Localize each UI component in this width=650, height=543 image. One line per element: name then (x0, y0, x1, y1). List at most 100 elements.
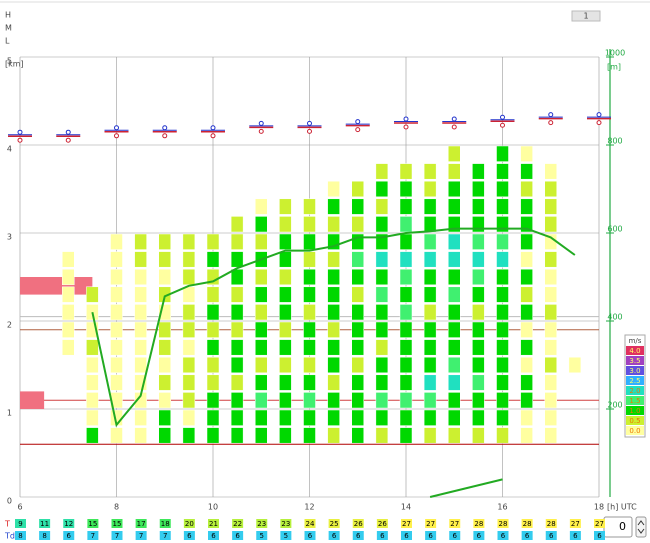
y2-tick-label: 600 (607, 225, 622, 234)
obs-box (449, 519, 461, 528)
wind-cell (496, 427, 509, 444)
wind-cell (544, 339, 557, 356)
cloud-base-dot (307, 128, 312, 134)
wind-cell (351, 409, 364, 426)
obs-box (545, 531, 557, 540)
wind-cell (399, 427, 413, 444)
wind-cell (206, 233, 220, 250)
wind-cell (399, 163, 413, 180)
obs-box (280, 519, 292, 528)
wind-cell (423, 392, 437, 409)
obs-value: 20 (185, 520, 194, 528)
wind-cell (62, 304, 75, 321)
obs-box (159, 519, 171, 528)
wind-cell (255, 321, 268, 338)
wind-cell (472, 251, 485, 268)
cloud-base-marker (104, 125, 129, 139)
obs-box (521, 519, 533, 528)
wind-cell (423, 304, 437, 321)
x-tick-label: 10 (208, 503, 218, 512)
wind-cell (423, 268, 437, 286)
wind-cell (351, 286, 364, 303)
wind-cell (279, 409, 292, 426)
obs-box (183, 531, 195, 540)
wind-cell (255, 198, 268, 215)
wind-cell (158, 251, 171, 268)
wind-cell (375, 409, 389, 426)
x-unit: [h] UTC (607, 503, 637, 512)
obs-value: 6 (549, 532, 554, 540)
page-button[interactable] (571, 10, 601, 22)
side-label: H (5, 11, 11, 20)
wind-cell (255, 304, 268, 321)
wind-cell (110, 339, 123, 356)
wind-cell (399, 286, 413, 303)
wind-cell (62, 339, 75, 356)
boundary-layer-line (91, 227, 576, 428)
wind-cell (230, 409, 244, 426)
obs-value: 8 (18, 532, 22, 540)
cloud-base-dot (210, 125, 216, 131)
obs-box (159, 531, 171, 540)
obs-box (280, 531, 292, 540)
cloud-base-dot (355, 119, 361, 125)
cloud-base-dot (548, 112, 554, 118)
wind-cell (496, 339, 509, 356)
wind-cell (134, 356, 147, 374)
wind-cell (423, 339, 437, 356)
spinner-buttons[interactable] (635, 516, 647, 538)
wind-cell (230, 356, 244, 374)
wind-cell (327, 180, 340, 198)
wind-cell (206, 374, 220, 391)
wind-cell (327, 339, 340, 356)
obs-box (208, 519, 219, 528)
wind-cell (351, 251, 364, 268)
wind-cell (448, 356, 461, 374)
wind-cell (327, 374, 340, 391)
cloud-base-dot (548, 120, 554, 126)
obs-value: 6 (404, 532, 409, 540)
y2-tick-label: 400 (607, 313, 622, 322)
obs-value: 26 (354, 520, 363, 528)
wind-cell (375, 392, 389, 409)
wind-cell (448, 180, 461, 198)
obs-box (111, 519, 123, 528)
spinner[interactable] (603, 516, 633, 538)
legend-label: 3.5 (629, 357, 640, 365)
cloud-base-dot (258, 128, 264, 134)
wind-cell (303, 304, 316, 321)
obs-value: 23 (257, 520, 266, 528)
wind-cell (255, 409, 268, 426)
wind-cell (327, 304, 340, 321)
obs-value: 7 (115, 532, 119, 540)
wind-cell (279, 339, 292, 356)
wind-cell (448, 392, 461, 409)
wind-cell (279, 356, 292, 374)
obs-box (232, 519, 244, 528)
wind-cell (423, 356, 437, 374)
obs-value: 11 (40, 520, 49, 528)
wind-cell (520, 180, 533, 198)
wind-cell (279, 427, 292, 444)
cloud-base-dot (114, 125, 119, 131)
obs-value: 22 (233, 520, 242, 528)
obs-box (425, 519, 437, 528)
wind-cell (375, 268, 389, 286)
obs-box (39, 531, 51, 540)
legend-swatch (626, 406, 644, 415)
obs-value: 6 (235, 532, 240, 540)
legend-swatch (626, 346, 644, 355)
wind-cell (520, 392, 533, 409)
obs-box (401, 519, 412, 528)
obs-row-label: Td (4, 532, 15, 541)
wind-cell (423, 321, 437, 338)
wind-cell (327, 321, 340, 338)
legend-label: 4.0 (629, 347, 640, 355)
wind-cell (472, 427, 485, 444)
obs-value: 21 (209, 520, 218, 528)
wind-cell (399, 374, 413, 391)
obs-value: 5 (284, 532, 288, 540)
wind-cell (255, 268, 268, 286)
wind-cell (520, 321, 533, 338)
